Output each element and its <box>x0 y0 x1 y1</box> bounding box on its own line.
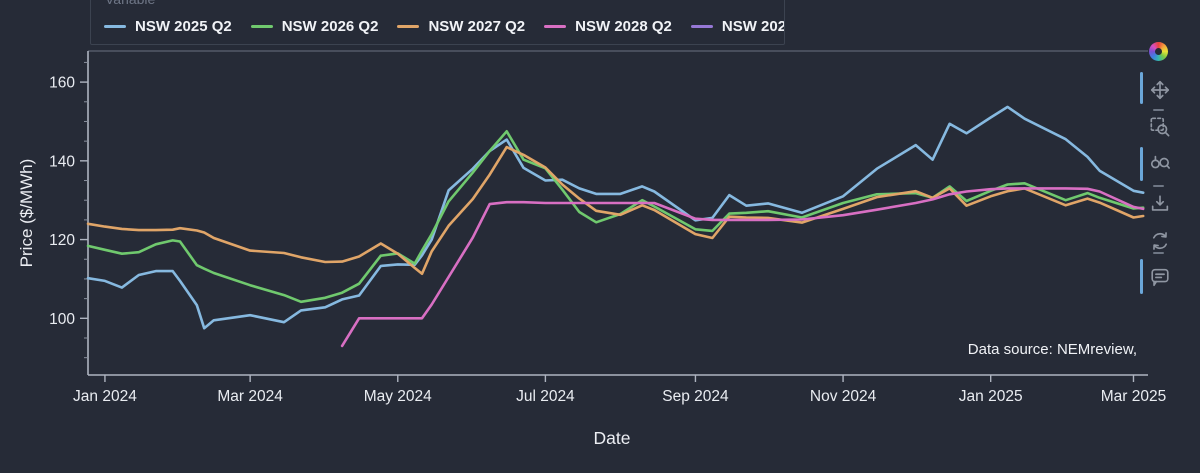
series-line-nsw-2025-q2[interactable] <box>86 105 1145 330</box>
legend-swatch <box>250 25 273 28</box>
legend-label: NSW 2026 Q2 <box>281 18 379 35</box>
x-tick-label: Nov 2024 <box>810 388 877 405</box>
data-source-annotation: Data source: NEMreview, <box>967 341 1137 358</box>
legend-swatch <box>544 25 567 28</box>
legend-swatch <box>690 25 713 28</box>
legend-item-nsw-2027-q2[interactable]: NSW 2027 Q2 <box>397 18 525 35</box>
legend-title: Variable <box>105 0 155 7</box>
color-wheel-icon[interactable] <box>1149 42 1168 61</box>
pan-icon[interactable] <box>1149 79 1171 101</box>
legend-item-nsw-2026-q2[interactable]: NSW 2026 Q2 <box>250 18 379 35</box>
legend-swatch <box>104 25 126 28</box>
x-tick-label: Jan 2024 <box>73 388 137 405</box>
legend-label: NSW 2028 Q2 <box>575 18 672 35</box>
y-axis-title: Price ($/MWh) <box>17 158 36 268</box>
y-tick-label: 120 <box>49 232 75 249</box>
series-line-nsw-2026-q2[interactable] <box>86 130 1145 304</box>
modebar-separator <box>1153 252 1164 254</box>
x-tick-label: Sep 2024 <box>662 388 729 405</box>
y-tick-label: 160 <box>49 75 75 92</box>
legend-swatch <box>397 25 420 28</box>
legend: Variable NSW 2025 Q2 NSW 2026 Q2 NSW 202… <box>90 0 785 45</box>
download-icon[interactable] <box>1149 193 1171 215</box>
active-indicator <box>1140 259 1143 294</box>
box-zoom-icon[interactable] <box>1149 116 1171 138</box>
legend-label: NSW 2027 Q2 <box>428 18 526 35</box>
hover-compare-icon[interactable] <box>1149 152 1171 174</box>
x-tick-label: Jan 2025 <box>959 388 1023 405</box>
y-tick-label: 100 <box>49 311 75 328</box>
legend-label: NSW 2025 Q2 <box>135 18 232 35</box>
active-indicator <box>1140 147 1143 181</box>
legend-item-nsw-2029-q2[interactable]: NSW 2029 Q2 <box>690 18 784 35</box>
x-tick-label: Jul 2024 <box>516 388 575 405</box>
x-tick-label: May 2024 <box>364 388 432 405</box>
x-tick-label: Mar 2024 <box>217 388 283 405</box>
modebar-separator <box>1153 185 1164 187</box>
active-indicator <box>1140 72 1143 104</box>
legend-label: NSW 2029 Q2 <box>721 18 784 35</box>
legend-item-nsw-2028-q2[interactable]: NSW 2028 Q2 <box>544 18 672 35</box>
series-line-nsw-2028-q2[interactable] <box>340 187 1145 348</box>
x-axis-title: Date <box>593 428 631 448</box>
comment-icon[interactable] <box>1149 266 1171 288</box>
legend-item-nsw-2025-q2[interactable]: NSW 2025 Q2 <box>104 18 232 35</box>
series-line-nsw-2027-q2[interactable] <box>86 145 1145 276</box>
y-tick-label: 140 <box>49 153 75 170</box>
refresh-icon[interactable] <box>1149 230 1171 252</box>
legend-items: NSW 2025 Q2 NSW 2026 Q2 NSW 2027 Q2 NSW … <box>104 18 784 35</box>
x-tick-label: Mar 2025 <box>1101 388 1166 405</box>
modebar-separator <box>1153 109 1164 111</box>
modebar <box>1136 0 1196 320</box>
